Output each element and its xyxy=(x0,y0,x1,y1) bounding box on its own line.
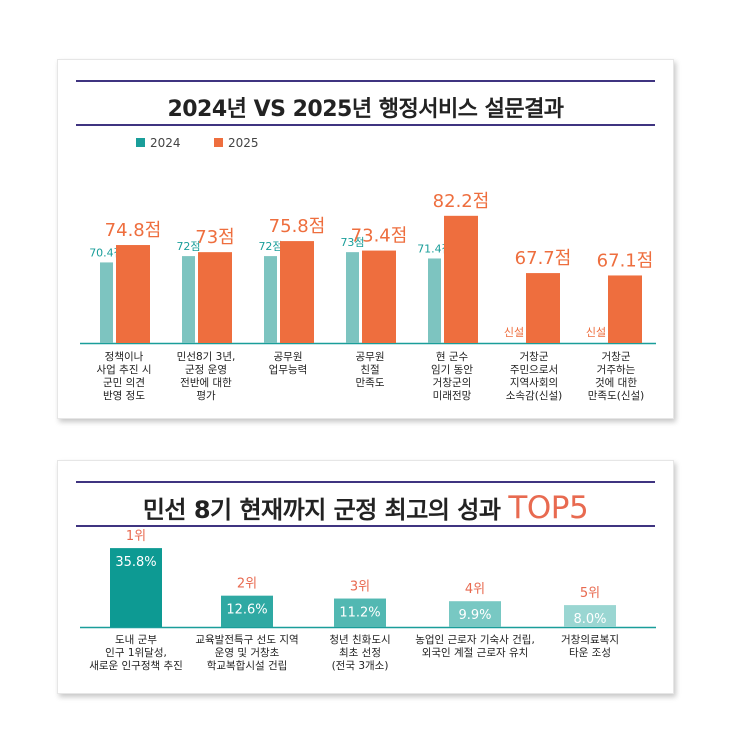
category-label-5-1: 주민으로서 xyxy=(510,364,558,376)
category-label-6-0: 거창군 xyxy=(602,351,631,363)
bar-2024-3 xyxy=(346,252,359,343)
category-label-0-0: 정책이나 xyxy=(105,351,144,363)
category-label-1-3: 평가 xyxy=(196,390,216,402)
top5-value-label-0: 35.8% xyxy=(115,555,156,570)
new-item-label-5: 신설 xyxy=(504,326,524,339)
top5-category-label-3-1: 외국인 계절 근로자 유치 xyxy=(422,646,529,659)
bar-2025-4 xyxy=(444,215,478,343)
value-label-2024-4: 71.4점 xyxy=(417,242,452,255)
top5-rank-label-3: 4위 xyxy=(465,582,485,597)
top5-category-label-0-1: 인구 1위달성, xyxy=(105,646,167,659)
top5-rank-label-2: 3위 xyxy=(350,580,370,595)
top5-chart-title: 민선 8기 현재까지 군정 최고의 성과 TOP5 xyxy=(58,490,673,526)
title-rule-bottom xyxy=(76,124,655,126)
category-label-0-3: 반영 정도 xyxy=(103,390,145,402)
category-label-6-2: 것에 대한 xyxy=(595,377,637,389)
category-label-4-1: 임기 동안 xyxy=(431,363,473,376)
value-label-2025-5: 67.7점 xyxy=(515,248,572,269)
title-rule-top xyxy=(76,80,655,82)
top5-category-label-1-0: 교육발전특구 선도 지역 xyxy=(195,634,298,646)
title-rule-bottom-2 xyxy=(76,525,655,527)
top5-value-label-4: 8.0% xyxy=(573,612,606,627)
title-rule-top-2 xyxy=(76,481,655,483)
bar-2024-0 xyxy=(100,262,113,343)
category-label-0-2: 군민 의견 xyxy=(103,377,145,389)
value-label-2025-3: 73.4점 xyxy=(351,226,408,247)
category-label-2-0: 공무원 xyxy=(274,351,303,363)
value-label-2024-0: 70.4점 xyxy=(89,246,124,259)
category-label-1-1: 군정 운영 xyxy=(185,364,227,376)
top5-bar-1 xyxy=(221,595,273,627)
legend-label-2025: 2025 xyxy=(228,136,259,150)
bar-2025-1 xyxy=(198,252,232,343)
category-label-4-2: 거창군의 xyxy=(433,377,472,389)
category-label-5-3: 소속감(신설) xyxy=(506,390,563,402)
top5-value-label-1: 12.6% xyxy=(226,603,267,618)
top5-rank-label-4: 5위 xyxy=(580,586,600,601)
top5-rank-label-0: 1위 xyxy=(126,529,146,544)
top5-category-label-2-2: (전국 3개소) xyxy=(332,660,389,672)
survey-chart-title: 2024년 VS 2025년 행정서비스 설문결과 xyxy=(167,97,564,122)
value-label-2025-4: 82.2점 xyxy=(433,191,490,212)
category-label-3-1: 친절 xyxy=(360,363,379,376)
survey-chart-card: 2024년 VS 2025년 행정서비스 설문결과 2024 2025 70.4점 7… xyxy=(57,59,674,419)
bar-2025-5 xyxy=(526,273,560,343)
top5-bar-0 xyxy=(110,548,162,627)
value-label-2024-2: 72점 xyxy=(258,240,282,253)
bar-2024-4 xyxy=(428,258,441,343)
legend-swatch-2024 xyxy=(136,138,145,147)
value-label-2025-6: 67.1점 xyxy=(597,250,654,271)
top5-value-label-2: 11.2% xyxy=(339,606,380,621)
bar-2024-1 xyxy=(182,256,195,343)
value-label-2025-2: 75.8점 xyxy=(269,216,326,237)
top5-bar-4 xyxy=(564,605,616,627)
bar-2025-0 xyxy=(116,245,150,343)
category-label-6-1: 거주하는 xyxy=(597,363,636,376)
top5-category-label-3-0: 농업인 근로자 기숙사 건립, xyxy=(415,633,535,646)
legend-label-2024: 2024 xyxy=(150,136,181,150)
new-item-label-6: 신설 xyxy=(586,326,606,339)
top5-category-label-2-1: 최초 선정 xyxy=(339,647,381,659)
value-label-2024-3: 73점 xyxy=(340,236,364,249)
category-label-3-2: 만족도 xyxy=(356,377,385,389)
legend-swatch-2025 xyxy=(214,138,223,147)
category-label-1-0: 민선8기 3년, xyxy=(177,351,236,363)
category-label-2-1: 업무능력 xyxy=(269,363,308,376)
top5-rank-label-1: 2위 xyxy=(237,577,257,592)
top5-category-label-2-0: 청년 친화도시 xyxy=(329,634,390,646)
top5-category-label-1-1: 운영 및 거창초 xyxy=(215,647,280,659)
category-label-5-0: 거창군 xyxy=(520,351,549,363)
bar-2024-2 xyxy=(264,256,277,343)
category-label-4-3: 미래전망 xyxy=(433,390,472,402)
category-label-1-2: 전반에 대한 xyxy=(180,377,232,389)
top5-bar-2 xyxy=(334,598,386,627)
value-label-2025-1: 73점 xyxy=(195,227,234,248)
value-label-2024-1: 72점 xyxy=(176,240,200,253)
bar-2025-6 xyxy=(608,275,642,343)
top5-category-label-1-2: 학교복합시설 건립 xyxy=(207,659,288,672)
top5-title-main: 민선 8기 현재까지 군정 최고의 성과 xyxy=(142,496,501,524)
bar-2025-2 xyxy=(280,241,314,343)
top5-category-label-4-0: 거창의료복지 xyxy=(561,634,619,646)
bar-2025-3 xyxy=(362,250,396,343)
top5-category-label-0-2: 새로운 인구정책 추진 xyxy=(89,660,183,672)
category-label-3-0: 공무원 xyxy=(356,351,385,363)
category-label-6-3: 만족도(신설) xyxy=(588,390,645,402)
top5-bar-3 xyxy=(449,601,501,627)
category-label-0-1: 사업 추진 시 xyxy=(97,363,152,376)
top5-category-label-4-1: 타운 조성 xyxy=(569,647,611,659)
value-label-2025-0: 74.8점 xyxy=(105,220,162,241)
category-label-4-0: 현 군수 xyxy=(436,351,469,363)
top5-title-accent: TOP5 xyxy=(508,490,589,526)
category-label-5-2: 지역사회의 xyxy=(510,377,558,389)
top5-value-label-3: 9.9% xyxy=(458,608,491,623)
top5-category-label-0-0: 도내 군부 xyxy=(115,634,157,646)
